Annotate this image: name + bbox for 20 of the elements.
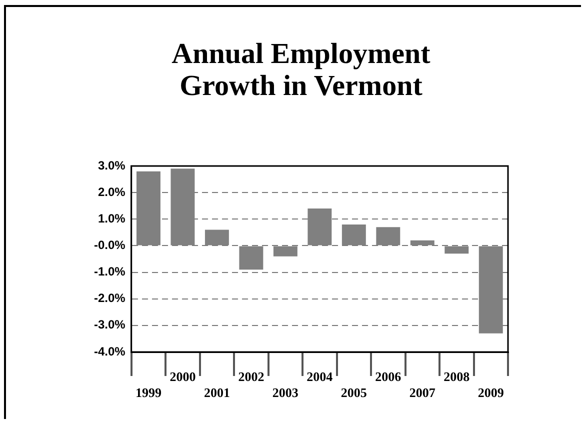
x-tick-label: 2001 xyxy=(204,384,230,400)
y-tick-label: -1.0% xyxy=(94,264,126,279)
x-tick-label: 2000 xyxy=(170,369,196,384)
chart-title: Annual Employment Growth in Vermont xyxy=(170,38,432,102)
x-tick-label: 2008 xyxy=(444,369,470,384)
y-tick-label: 3.0% xyxy=(98,158,126,172)
x-tick-label: 2002 xyxy=(238,369,264,384)
y-tick-label: -2.0% xyxy=(94,291,126,306)
x-tick-label: 2006 xyxy=(375,369,402,384)
x-tick-label: 2003 xyxy=(272,384,299,400)
y-tick-label: -3.0% xyxy=(94,318,126,332)
y-tick-label: 2.0% xyxy=(98,184,126,199)
x-tick-label: 2009 xyxy=(478,384,504,400)
x-tick-label: 1999 xyxy=(135,384,162,400)
y-tick-label: -0.0% xyxy=(94,238,126,252)
x-tick-label: 2004 xyxy=(306,369,334,384)
y-tick-label: -4.0% xyxy=(94,344,126,358)
x-tick-label: 2007 xyxy=(409,384,436,400)
y-tick-label: 1.0% xyxy=(98,211,126,226)
x-tick-label: 2005 xyxy=(340,384,368,400)
